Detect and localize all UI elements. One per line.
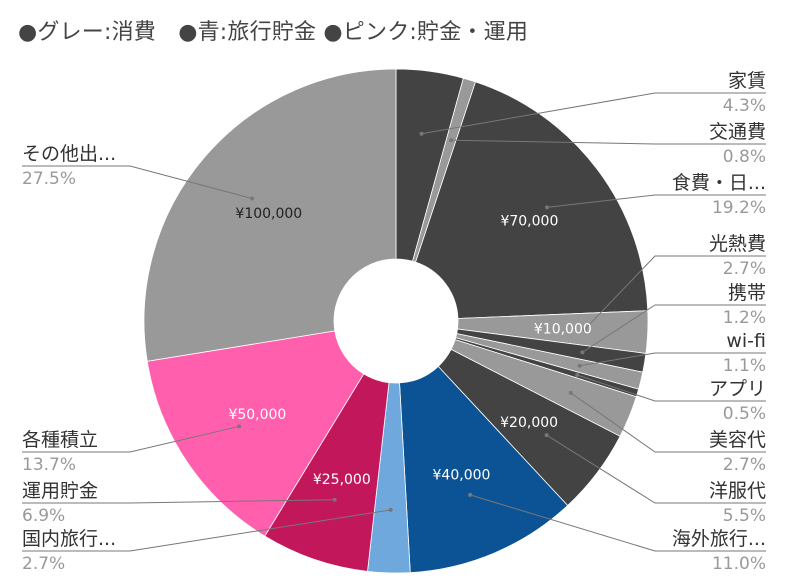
slice-percent-label: 27.5% xyxy=(22,169,76,189)
slice-percent-label: 4.3% xyxy=(723,96,766,116)
slice-value-label: ¥20,000 xyxy=(500,415,558,431)
slice-name-label: 各種積立 xyxy=(22,429,98,451)
leader-line xyxy=(22,425,240,453)
leader-line xyxy=(570,392,766,453)
leader-line xyxy=(582,304,766,353)
slice-value-label: ¥50,000 xyxy=(228,407,286,423)
slice-name-label: 海外旅行... xyxy=(672,528,766,550)
slice-name-label: 国内旅行... xyxy=(22,528,116,550)
slice-name-label: wi-fi xyxy=(726,330,766,352)
slice-name-label: アプリ xyxy=(709,378,766,400)
slice-percent-label: 11.0% xyxy=(712,554,766,574)
slice-value-label: ¥25,000 xyxy=(313,472,371,488)
leader-line xyxy=(22,499,335,504)
slice-value-label: ¥10,000 xyxy=(534,321,592,337)
slice-name-label: 食費・日... xyxy=(672,172,766,194)
leader-line xyxy=(546,194,766,208)
pie-slice xyxy=(399,365,569,574)
slice-percent-label: 1.1% xyxy=(723,356,766,376)
leader-lines xyxy=(22,92,766,552)
slice-name-label: 美容代 xyxy=(709,429,766,451)
slice-value-label: ¥70,000 xyxy=(500,214,558,230)
slices xyxy=(143,68,649,574)
pie-slice xyxy=(143,68,397,362)
slice-percent-label: 2.7% xyxy=(723,455,766,475)
slice-percent-label: 1.2% xyxy=(723,308,766,328)
slice-value-label: ¥40,000 xyxy=(433,468,491,484)
slice-name-label: 家賃 xyxy=(728,70,766,92)
slice-percent-label: 13.7% xyxy=(22,455,76,475)
slice-labels: 家賃 4.3% 交通費 0.8% ¥70,000 食費・日... 19.2% ¥10,000 光… xyxy=(22,70,766,574)
slice-value-label: ¥100,000 xyxy=(235,206,302,222)
slice-name-label: 交通費 xyxy=(709,121,766,143)
leader-line xyxy=(22,165,253,199)
leader-line xyxy=(22,509,391,552)
leader-line xyxy=(451,139,766,145)
slice-name-label: 携帯 xyxy=(728,282,766,304)
slice-name-label: 運用貯金 xyxy=(22,480,98,502)
slice-percent-label: 6.9% xyxy=(22,506,65,526)
slice-name-label: その他出... xyxy=(22,143,116,165)
slice-percent-label: 0.5% xyxy=(723,404,766,424)
slice-percent-label: 2.7% xyxy=(723,259,766,279)
slice-percent-label: 19.2% xyxy=(712,198,766,218)
leader-line xyxy=(469,494,766,552)
leader-line xyxy=(576,374,766,402)
chart-legend-title: ●グレー:消費 ●青:旅行貯金 ●ピンク:貯金・運用 xyxy=(18,20,529,45)
slice-percent-label: 5.5% xyxy=(723,506,766,526)
pie-slice xyxy=(146,330,365,537)
leader-line xyxy=(579,352,766,367)
slice-name-label: 洋服代 xyxy=(709,480,766,502)
slice-name-label: 光熱費 xyxy=(709,233,766,255)
leader-line xyxy=(421,92,766,135)
slice-percent-label: 2.7% xyxy=(22,554,65,574)
leader-line xyxy=(584,255,766,330)
slice-percent-label: 0.8% xyxy=(723,147,766,167)
leader-line xyxy=(546,434,766,504)
